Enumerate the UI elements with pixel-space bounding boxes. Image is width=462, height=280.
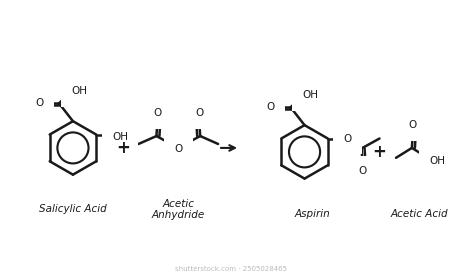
- Text: +: +: [372, 143, 386, 161]
- Text: O: O: [344, 134, 352, 144]
- Text: O: O: [195, 108, 203, 118]
- Text: Aspirin: Aspirin: [295, 209, 330, 219]
- Text: O: O: [35, 98, 43, 108]
- Text: Acetic
Anhydride: Acetic Anhydride: [152, 199, 205, 220]
- Text: OH: OH: [112, 132, 128, 141]
- Text: Salicylic Acid: Salicylic Acid: [39, 204, 107, 214]
- Text: OH: OH: [430, 156, 446, 166]
- Text: O: O: [409, 120, 417, 130]
- Text: shutterstock.com · 2505028465: shutterstock.com · 2505028465: [175, 266, 287, 272]
- Text: +: +: [117, 139, 131, 157]
- Text: OH: OH: [71, 87, 87, 97]
- Text: O: O: [153, 108, 162, 118]
- Text: OH: OH: [303, 90, 318, 101]
- Text: O: O: [174, 144, 182, 154]
- Text: O: O: [359, 166, 367, 176]
- Text: O: O: [267, 102, 275, 112]
- Text: Acetic Acid: Acetic Acid: [390, 209, 448, 219]
